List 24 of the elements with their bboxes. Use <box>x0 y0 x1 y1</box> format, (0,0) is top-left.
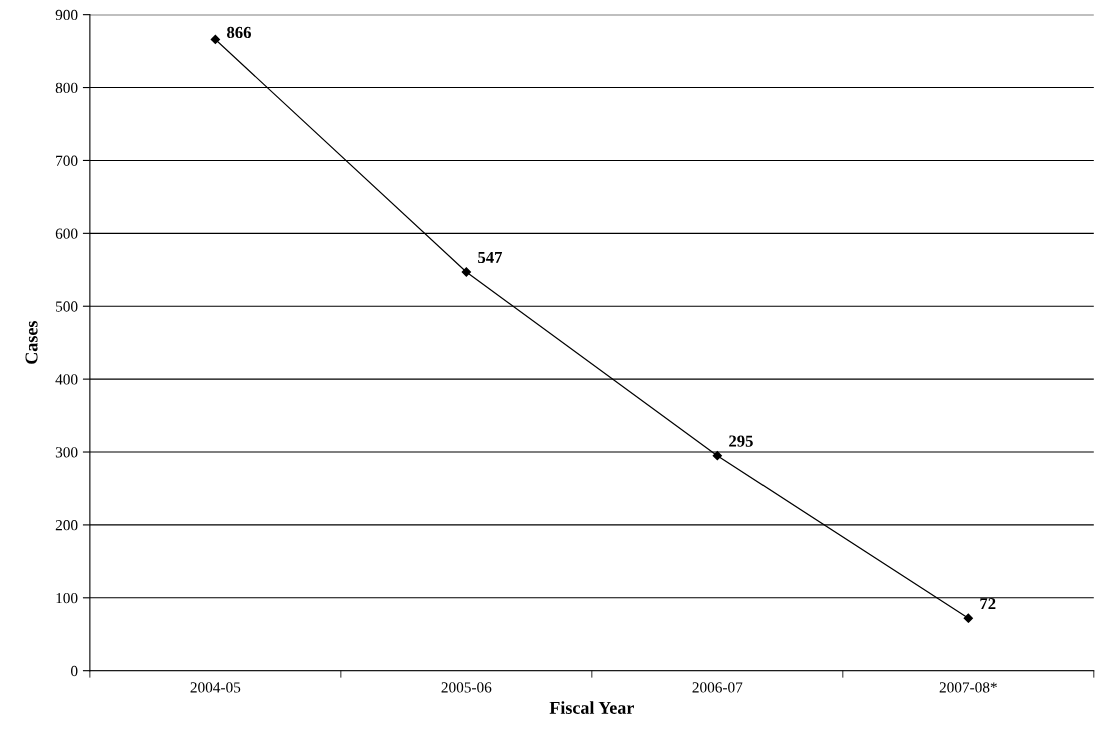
y-tick-label: 200 <box>55 520 78 531</box>
x-tick-label: 2005-06 <box>441 682 492 693</box>
x-tick-label: 2006-07 <box>692 682 743 693</box>
data-label: 866 <box>227 26 251 39</box>
y-tick-label: 500 <box>56 301 78 312</box>
y-tick-label: 800 <box>55 82 78 93</box>
data-label: 295 <box>729 435 753 447</box>
y-tick-label: 600 <box>55 228 78 239</box>
x-tick-label: 2007-08* <box>939 682 997 693</box>
y-tick-label: 100 <box>56 592 78 604</box>
point <box>461 267 471 277</box>
data-label: 72 <box>980 598 996 610</box>
x-axis-title: Fiscal Year <box>549 701 634 714</box>
point <box>963 613 973 623</box>
x-tick-label: 2004-05 <box>190 682 241 693</box>
point <box>712 451 722 461</box>
y-tick-label: 700 <box>56 155 78 166</box>
y-tick-label: 300 <box>55 447 78 458</box>
y-tick-label: 900 <box>55 9 78 21</box>
point <box>210 34 220 45</box>
y-tick-label: 0 <box>71 665 78 677</box>
data-label: 547 <box>478 251 503 264</box>
y-axis-title: Cases <box>25 321 38 364</box>
y-tick-label: 400 <box>55 374 78 385</box>
